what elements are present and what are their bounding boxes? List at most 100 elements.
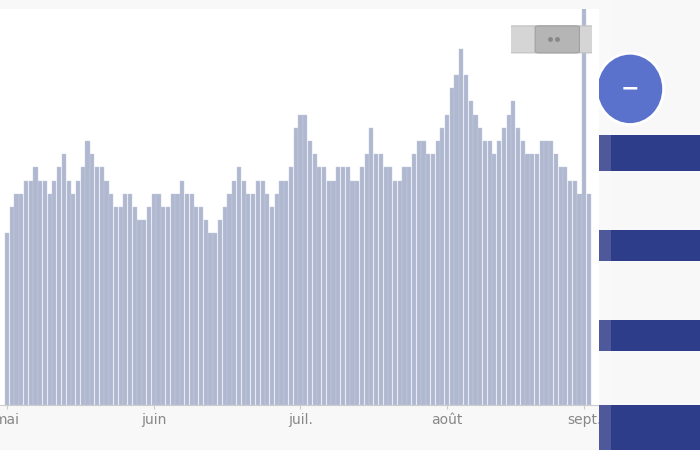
Bar <box>274 194 279 405</box>
Bar <box>123 194 127 405</box>
Bar <box>549 141 553 405</box>
Bar <box>223 207 227 405</box>
Bar <box>251 194 256 405</box>
Bar <box>312 154 316 405</box>
Bar <box>573 180 577 405</box>
Bar <box>393 180 397 405</box>
Bar <box>598 0 610 450</box>
Bar <box>407 167 412 405</box>
Bar <box>133 207 137 405</box>
Bar <box>232 180 237 405</box>
Bar <box>336 167 340 405</box>
Bar <box>34 167 38 405</box>
Bar <box>435 141 440 405</box>
Bar <box>511 101 515 405</box>
Bar <box>199 207 203 405</box>
Bar <box>19 194 23 405</box>
Bar <box>114 207 118 405</box>
Bar <box>327 180 331 405</box>
Bar <box>341 167 345 405</box>
Bar <box>246 194 251 405</box>
Bar <box>412 154 416 405</box>
Bar <box>379 154 383 405</box>
Bar <box>279 180 284 405</box>
Bar <box>389 167 393 405</box>
Bar <box>303 115 307 405</box>
Bar <box>104 180 108 405</box>
Bar <box>185 194 189 405</box>
Bar <box>5 234 9 405</box>
Bar <box>128 194 132 405</box>
Bar <box>497 141 501 405</box>
Bar <box>298 115 302 405</box>
Bar <box>598 230 700 261</box>
Bar <box>521 141 525 405</box>
Bar <box>147 207 151 405</box>
Bar <box>109 194 113 405</box>
Bar <box>384 167 388 405</box>
Text: −: − <box>621 79 639 99</box>
Bar <box>99 167 104 405</box>
Bar <box>483 141 487 405</box>
Bar <box>256 180 260 405</box>
Bar <box>241 180 246 405</box>
Bar <box>265 194 270 405</box>
Bar <box>578 194 582 405</box>
Bar <box>270 207 274 405</box>
Bar <box>214 234 218 405</box>
Bar <box>374 154 378 405</box>
Bar <box>52 180 57 405</box>
Bar <box>90 154 94 405</box>
Bar <box>421 141 426 405</box>
Bar <box>360 167 364 405</box>
Bar <box>204 220 208 405</box>
Bar <box>322 167 326 405</box>
Bar <box>464 75 468 405</box>
Bar <box>76 180 80 405</box>
Bar <box>492 154 496 405</box>
Bar <box>351 180 355 405</box>
FancyBboxPatch shape <box>535 26 580 53</box>
Bar <box>568 180 572 405</box>
Bar <box>598 405 700 450</box>
Bar <box>346 167 350 405</box>
Bar <box>293 128 298 405</box>
Bar <box>237 167 241 405</box>
Bar <box>15 194 19 405</box>
Bar <box>317 167 321 405</box>
Bar <box>218 220 222 405</box>
Bar <box>38 180 42 405</box>
Circle shape <box>596 53 664 125</box>
Bar <box>171 194 175 405</box>
Bar <box>66 180 71 405</box>
Bar <box>488 141 492 405</box>
Bar <box>559 167 563 405</box>
Bar <box>587 194 591 405</box>
Bar <box>10 207 14 405</box>
Bar <box>209 234 213 405</box>
Bar <box>402 167 407 405</box>
Bar <box>430 154 435 405</box>
Bar <box>526 154 530 405</box>
Bar <box>85 141 90 405</box>
Bar <box>469 101 472 405</box>
Bar <box>228 194 232 405</box>
Bar <box>545 141 549 405</box>
Bar <box>516 128 520 405</box>
Bar <box>535 154 539 405</box>
Bar <box>459 49 463 405</box>
Bar <box>450 88 454 405</box>
Bar <box>161 207 165 405</box>
Bar <box>43 180 47 405</box>
Bar <box>284 180 288 405</box>
Bar <box>95 167 99 405</box>
Bar <box>137 220 141 405</box>
Bar <box>57 167 61 405</box>
Bar <box>29 180 33 405</box>
Bar <box>355 180 359 405</box>
Bar <box>416 141 421 405</box>
Bar <box>175 194 179 405</box>
Bar <box>582 0 587 405</box>
Bar <box>308 141 312 405</box>
Bar <box>473 115 477 405</box>
